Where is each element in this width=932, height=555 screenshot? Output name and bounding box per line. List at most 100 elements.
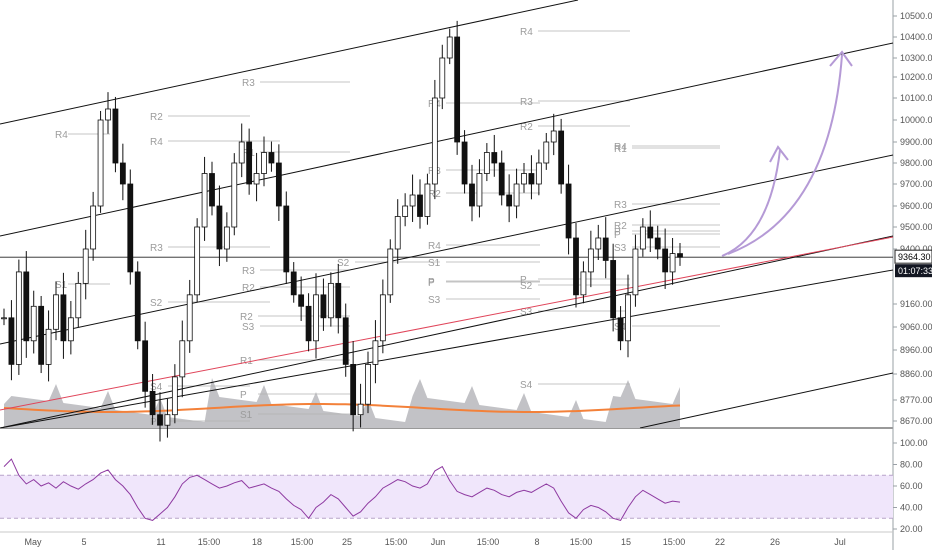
- candle-up: [171, 376, 178, 416]
- candle-down: [654, 237, 661, 250]
- pivot-label: P: [150, 417, 157, 428]
- price-tick-label: 9600.00: [900, 201, 932, 211]
- pivot-label: R4: [55, 130, 68, 141]
- channel-line: [639, 372, 894, 429]
- pivot-label: S3: [242, 322, 255, 333]
- candle-up: [543, 141, 550, 164]
- pivot-label: S4: [520, 380, 533, 391]
- candle-up: [595, 237, 602, 250]
- time-tick-label: Jun: [431, 537, 446, 547]
- time-tick-label: 25: [342, 537, 352, 547]
- candle-down: [23, 271, 30, 342]
- candle-down: [647, 226, 654, 239]
- candle-up: [231, 162, 238, 228]
- candle-up: [409, 194, 416, 207]
- candle-down: [677, 253, 683, 258]
- pivot-label: P: [428, 277, 435, 288]
- candle-down: [275, 162, 282, 207]
- time-tick-label: Jul: [834, 537, 846, 547]
- candle-down: [268, 152, 275, 164]
- pivot-label: R4: [150, 137, 163, 148]
- pivot-label: S1: [55, 280, 68, 291]
- candle-up: [357, 403, 364, 416]
- candle-down: [662, 248, 669, 273]
- time-tick-label: 15:00: [291, 537, 314, 547]
- candle-up: [97, 119, 104, 207]
- candle-up: [223, 226, 230, 250]
- candle-down: [528, 173, 535, 185]
- time-badge: [895, 264, 932, 278]
- pivot-label: R4: [520, 27, 533, 38]
- candle-up: [439, 57, 446, 99]
- candle-down: [38, 305, 45, 365]
- price-tick-label: 10400.00: [900, 32, 932, 42]
- candle-down: [127, 183, 134, 273]
- candle-down: [112, 108, 119, 164]
- candle-up: [15, 271, 22, 365]
- candle-down: [469, 183, 475, 207]
- pivot-label: R1: [240, 356, 253, 367]
- pivot-label: S4: [150, 382, 163, 393]
- time-tick-label: 15:00: [570, 537, 593, 547]
- pivot-label: R4: [428, 241, 441, 252]
- candle-down: [8, 317, 15, 365]
- arrow-head-long: [829, 50, 853, 67]
- candle-up: [105, 108, 111, 121]
- price-tick-label: 8860.00: [900, 369, 932, 379]
- candle-up: [587, 248, 594, 273]
- candle-down: [216, 205, 223, 250]
- candle-up: [30, 305, 37, 342]
- candle-up: [194, 226, 201, 296]
- rsi-tick-label: 40.00: [900, 503, 923, 513]
- rsi-tick-label: 100.00: [900, 438, 928, 448]
- candle-up: [550, 130, 557, 143]
- pivot-label: S2: [337, 258, 350, 269]
- channel-line: [0, 42, 894, 237]
- rsi-tick-label: 80.00: [900, 460, 923, 470]
- candle-up: [164, 414, 171, 426]
- candle-up: [625, 294, 631, 342]
- candle-up: [327, 282, 334, 319]
- candle-down: [246, 141, 253, 185]
- price-tick-label: 10500.00: [900, 11, 932, 21]
- time-tick-label: 15:00: [663, 537, 686, 547]
- price-badge-label: 9364.30: [898, 252, 931, 262]
- pivot-label: R3: [520, 97, 533, 108]
- candle-up: [90, 205, 97, 250]
- time-tick-label: 15:00: [198, 537, 221, 547]
- volume-area: [4, 378, 680, 428]
- pivot-label: P: [240, 390, 247, 401]
- pivot-label: R2: [520, 122, 533, 133]
- candle-up: [53, 294, 59, 330]
- time-tick-label: 15:00: [477, 537, 500, 547]
- candle-down: [305, 305, 312, 342]
- candle-down: [320, 294, 327, 319]
- price-tick-label: 9060.00: [900, 322, 932, 332]
- candle-up: [476, 173, 483, 207]
- candle-up: [179, 340, 186, 378]
- candle-up: [483, 152, 490, 174]
- rsi-tick-label: 60.00: [900, 481, 923, 491]
- candle-down: [498, 162, 505, 196]
- pivot-label: R3: [614, 200, 627, 211]
- price-tick-label: 9900.00: [900, 137, 932, 147]
- candle-down: [454, 36, 461, 143]
- time-tick-label: May: [24, 537, 42, 547]
- candle-down: [134, 271, 141, 342]
- pivot-label: R2: [242, 283, 255, 294]
- candle-down: [119, 162, 126, 185]
- candle-up: [372, 340, 379, 365]
- candle-up: [521, 173, 527, 185]
- price-tick-label: 9400.00: [900, 244, 932, 254]
- candle-down: [335, 282, 342, 319]
- candle-up: [402, 205, 409, 217]
- candle-up: [238, 141, 245, 164]
- candle-up: [669, 253, 676, 273]
- pivot-label: R3: [242, 266, 255, 277]
- pivot-label: S1: [428, 258, 441, 269]
- candle-up: [201, 173, 208, 228]
- candle-up: [186, 294, 193, 342]
- candle-up: [379, 294, 386, 342]
